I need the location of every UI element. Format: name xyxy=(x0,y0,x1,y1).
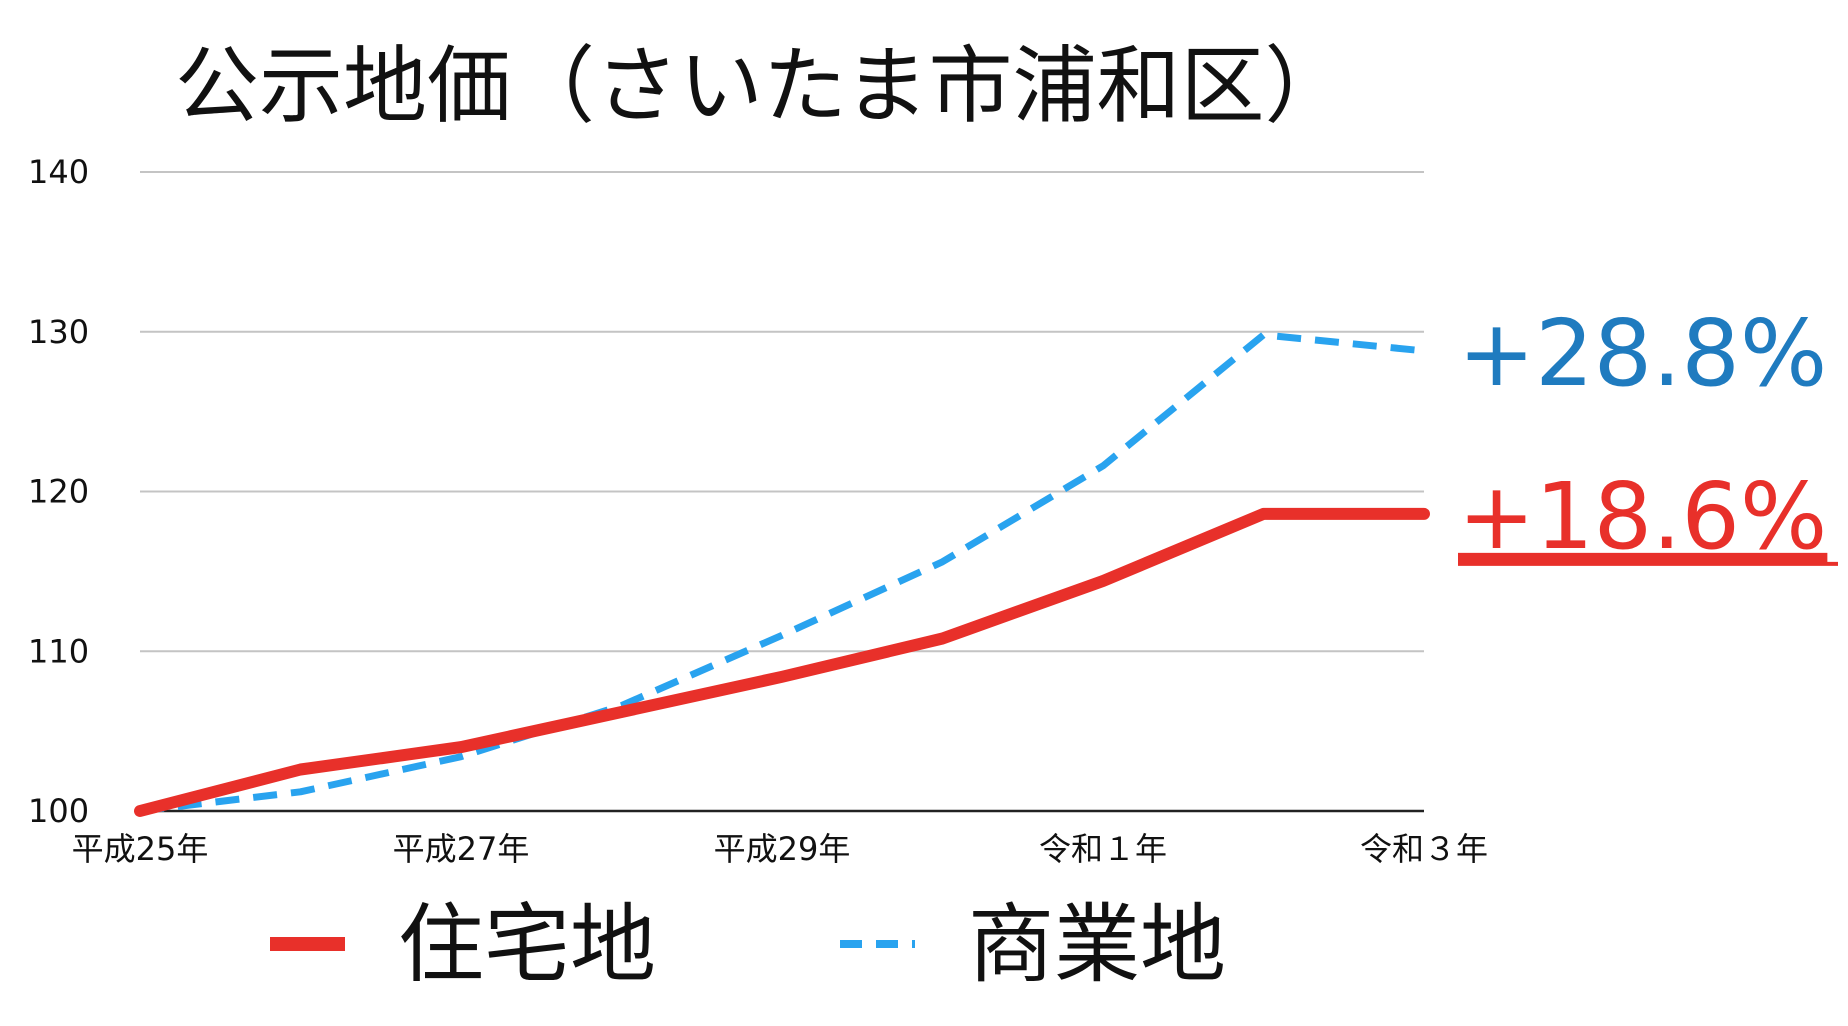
x-axis-ticks: 平成25年 平成27年 平成29年 令和１年 令和３年 xyxy=(72,830,1488,868)
series-line-住宅地 xyxy=(134,507,1430,817)
y-tick-label: 110 xyxy=(28,632,89,670)
x-tick-label: 平成27年 xyxy=(393,830,530,868)
x-tick-label: 令和１年 xyxy=(1039,830,1167,868)
series-line-商業地 xyxy=(139,331,1425,815)
y-axis-ticks: 100 110 120 130 140 xyxy=(28,153,89,830)
legend: 住宅地 商業地 xyxy=(270,895,1226,995)
x-tick-label: 令和３年 xyxy=(1360,830,1488,868)
y-tick-label: 100 xyxy=(28,792,89,830)
x-tick-label: 平成25年 xyxy=(72,830,209,868)
gridlines xyxy=(140,171,1424,813)
change-label: +18.6% xyxy=(1458,463,1827,570)
y-tick-label: 130 xyxy=(28,313,89,351)
x-tick-label: 平成29年 xyxy=(714,830,851,868)
change-label: +28.8% xyxy=(1458,300,1827,407)
series-lines xyxy=(134,331,1430,817)
legend-label: 住宅地 xyxy=(398,895,656,995)
legend-label: 商業地 xyxy=(968,895,1226,995)
y-tick-label: 120 xyxy=(28,473,89,511)
chart-title: 公示地価（さいたま市浦和区） xyxy=(175,37,1348,135)
change-annotations: +18.6% +28.8% xyxy=(1458,300,1838,570)
y-tick-label: 140 xyxy=(28,153,89,191)
